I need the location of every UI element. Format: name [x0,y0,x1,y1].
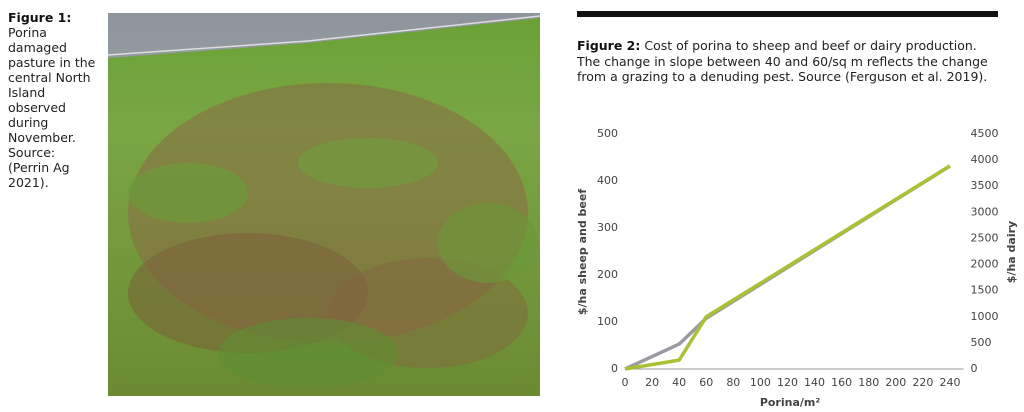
data-line [624,164,951,371]
x-tick-label: 40 [672,376,686,389]
x-tick-label: 140 [804,376,825,389]
x-tick-label: 180 [858,376,879,389]
x-axis-title: Porina/m² [760,396,821,409]
y2-tick-label: 500 [971,336,992,349]
y2-tick-label: 4500 [971,127,999,140]
x-tick-label: 120 [777,376,798,389]
x-tick-label: 80 [726,376,740,389]
x-tick-label: 100 [750,376,771,389]
caption-text: Porina damaged pasture in the central No… [8,25,96,190]
y-tick-label: 200 [597,268,618,281]
y-tick-label: 400 [597,174,618,187]
y2-tick-label: 3000 [971,205,999,218]
x-tick-label: 160 [831,376,852,389]
y2-axis-title: $/ha dairy [1005,221,1018,283]
y2-tick-label: 2000 [971,258,999,271]
pasture-photo [108,13,540,396]
caption-text: Cost of porina to sheep and beef or dair… [577,38,988,84]
rule [577,11,998,17]
y-tick-label: 0 [611,362,618,375]
x-tick-label: 240 [939,376,960,389]
figure-label: Figure 1: [8,10,72,25]
y2-tick-label: 3500 [971,179,999,192]
y2-tick-label: 2500 [971,231,999,244]
y-tick-label: 100 [597,315,618,328]
y2-tick-label: 4000 [971,153,999,166]
x-tick-label: 200 [885,376,906,389]
x-tick-label: 0 [622,376,629,389]
figure-2-caption: Figure 2: Cost of porina to sheep and be… [577,38,1002,85]
figure-label: Figure 2: [577,38,641,53]
y2-tick-label: 0 [971,362,978,375]
y-tick-label: 500 [597,127,618,140]
x-tick-label: 220 [912,376,933,389]
y2-tick-label: 1000 [971,310,999,323]
y-axis-title: $/ha sheep and beef [576,189,589,316]
x-tick-label: 20 [645,376,659,389]
y-tick-label: 300 [597,221,618,234]
y2-tick-label: 1500 [971,284,999,297]
figure-1-caption: Figure 1: Porina damaged pasture in the … [8,10,100,190]
x-tick-label: 60 [699,376,713,389]
